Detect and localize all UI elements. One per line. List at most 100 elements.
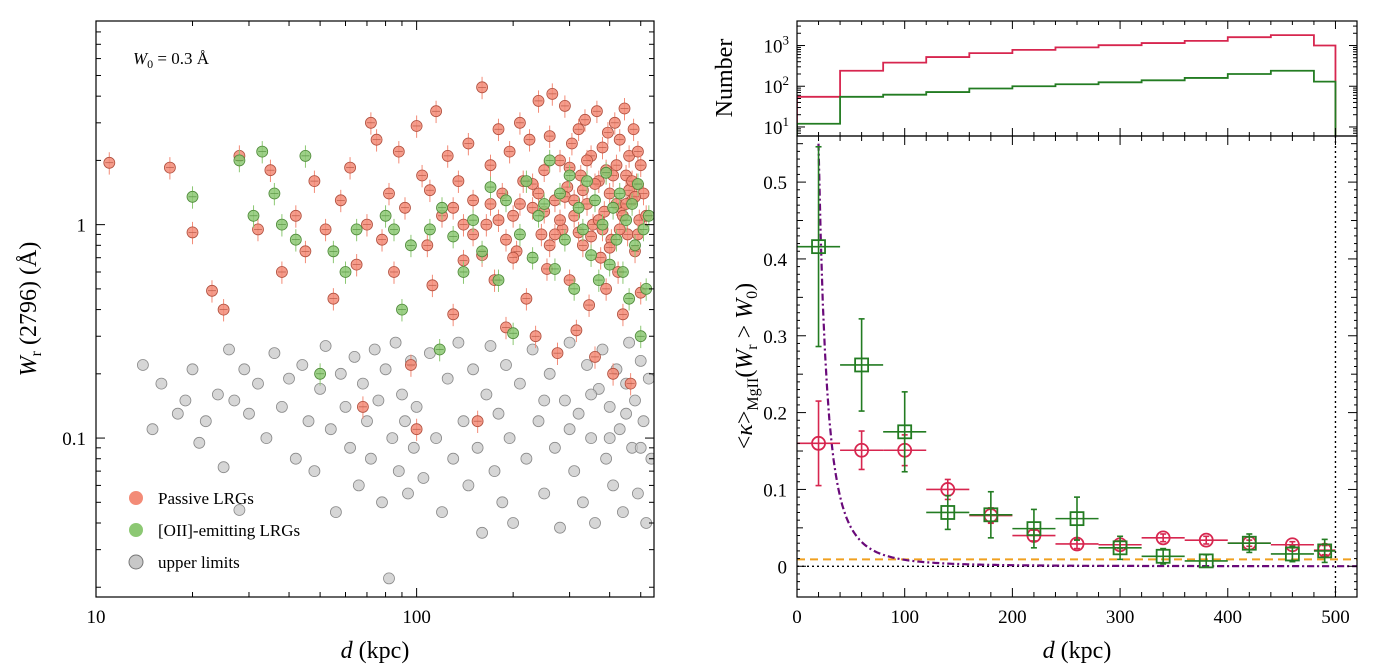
upper-limit-point (568, 465, 581, 478)
oii-lrg-point (549, 258, 561, 281)
oii-lrg-point (327, 240, 340, 264)
upper-limit-point (223, 343, 235, 356)
upper-limit-point (155, 377, 168, 390)
upper-limit-point (632, 487, 644, 500)
passive-lrg-point (623, 145, 635, 168)
passive-lrg-point (523, 129, 536, 152)
left-annotation: W0 = 0.3 Å (133, 49, 210, 71)
passive-lrg-point (543, 125, 556, 148)
passive-lrg-point (608, 112, 621, 135)
upper-limit-point (447, 452, 460, 465)
passive-lrg-point (364, 112, 377, 135)
left-y-tick-label: 0.1 (62, 429, 86, 450)
upper-limit-point (642, 372, 654, 385)
upper-limit-point (634, 441, 647, 454)
upper-limit-point (243, 407, 255, 420)
passive-lrg-point (594, 247, 607, 270)
left-legend: Passive LRGs [OII]-emitting LRGs upper l… (128, 489, 300, 572)
passive-lrg-point (503, 141, 516, 164)
passive-lrg-point (457, 214, 470, 237)
passive-lrg-point (507, 247, 519, 270)
upper-limit-point (171, 407, 184, 420)
oii-lrg-point (467, 209, 480, 232)
covering-fraction-data (797, 136, 1357, 597)
upper-limit-point (492, 407, 505, 420)
oii-lrg-point (637, 218, 650, 242)
passive-lrg-point (421, 234, 434, 258)
oii-lrg-point (613, 182, 626, 206)
upper-limit-point (488, 465, 501, 478)
passive-lrg-point (602, 122, 614, 145)
upper-limit-point (623, 336, 635, 349)
upper-limit-point (179, 394, 192, 407)
oii-lrg-point (433, 338, 446, 362)
oii-lrg-point (640, 278, 653, 301)
upper-limit-point (324, 423, 337, 436)
oii-lrg-point (632, 173, 644, 196)
left-y-axis-label: Wr (2796) (Å) (16, 242, 45, 377)
passive-lrg-point (327, 288, 340, 311)
upper-limit-point (364, 452, 377, 465)
upper-limit-point (389, 336, 402, 349)
passive-lrg-point (572, 118, 585, 142)
upper-limit-point (430, 432, 443, 445)
histogram-frame (796, 20, 1358, 137)
covering-fraction-panel: 0 100 200 300 400 500 0 0.1 0.2 0.3 0.4 0.5 d (kpc)… (732, 135, 1358, 664)
upper-limit-point (572, 407, 585, 420)
right-x-axis-label: d (kpc) (1043, 638, 1112, 664)
upper-limit-point (538, 394, 551, 407)
oii-lrg-point (610, 229, 623, 252)
oii-lrg-point (275, 214, 288, 237)
passive-lrg-point (392, 141, 405, 164)
legend-marker-passive (129, 491, 143, 505)
passive-lrg-point (563, 269, 576, 292)
oii-kappa-point (1055, 496, 1099, 541)
upper-limit-point (407, 441, 420, 454)
right-y-tick-label: 0.1 (763, 480, 787, 501)
upper-limit-point (637, 415, 650, 428)
oii-lrg-point (507, 322, 519, 346)
passive-lrg-point (334, 189, 347, 213)
oii-lrg-point (526, 247, 539, 270)
passive-lrg-point (426, 274, 439, 298)
hist-y-tick-label: 102 (764, 73, 790, 98)
legend-marker-upper (128, 554, 144, 570)
oii-kappa-point (1227, 533, 1271, 554)
passive-lrg-point (252, 218, 264, 242)
passive-lrg-point (618, 98, 631, 121)
passive-lrg-point (217, 299, 230, 322)
upper-limit-point (559, 394, 571, 407)
oii-kappa-point (1141, 547, 1185, 565)
upper-limit-point (228, 394, 241, 407)
oii-lrg-point (484, 176, 497, 199)
upper-limit-point (252, 377, 264, 390)
passive-lrg-point (507, 205, 519, 228)
upper-limit-point (275, 400, 288, 413)
passive-kappa-point (840, 430, 884, 471)
oii-lrg-point (603, 254, 616, 277)
passive-lrg-point (603, 182, 616, 206)
hist-y-tick-label: 103 (764, 33, 790, 58)
passive-lrg-point (410, 418, 423, 442)
oii-lrg-point (339, 261, 352, 284)
passive-lrg-point (632, 141, 644, 164)
passive-lrg-point (289, 205, 302, 228)
passive-lrg-point (566, 133, 578, 156)
upper-limit-point (581, 359, 593, 371)
upper-limit-point (361, 415, 373, 428)
upper-limit-point (302, 415, 315, 428)
oii-lrg-point (629, 234, 641, 258)
upper-limit-point (613, 423, 626, 436)
passive-lrg-point (492, 118, 505, 142)
oii-kappa-point (1270, 545, 1314, 563)
passive-lrg-point (416, 164, 429, 188)
upper-limit-point (563, 423, 576, 436)
oii-lrg-point (568, 278, 581, 301)
oii-kappa-point (797, 145, 841, 348)
upper-limit-point (543, 367, 556, 380)
upper-limit-point (603, 400, 616, 413)
oii-lrg-point (423, 218, 436, 242)
oii-kappa-point (1184, 553, 1228, 569)
oii-lrg-point (626, 193, 638, 216)
right-x-tick-label: 500 (1321, 607, 1350, 628)
